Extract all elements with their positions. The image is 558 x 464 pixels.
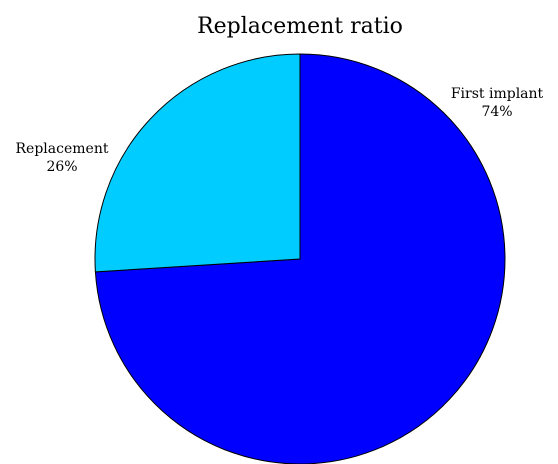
slice-value-label: 26% <box>46 159 77 175</box>
pie-slices <box>94 53 506 464</box>
slice-value-label: 74% <box>481 104 512 120</box>
pie-labels: First implant 74% Replacement 26% <box>16 86 544 175</box>
slice-label: Replacement <box>16 141 109 157</box>
pie-slice-replacement <box>94 53 301 273</box>
chart-title: Replacement ratio <box>197 14 403 39</box>
slice-label: First implant <box>451 86 544 102</box>
